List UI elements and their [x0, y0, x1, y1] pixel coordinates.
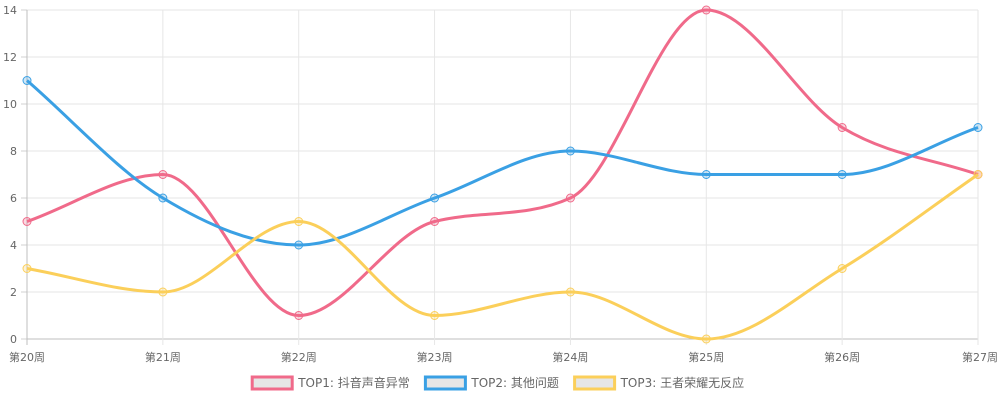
legend-item-2[interactable]: TOP2: 其他问题 [425, 376, 559, 390]
data-point[interactable] [295, 241, 303, 249]
data-point[interactable] [702, 335, 710, 343]
data-point[interactable] [159, 288, 167, 296]
y-tick-label: 12 [3, 51, 17, 64]
legend-item-3[interactable]: TOP3: 王者荣耀无反应 [575, 375, 745, 390]
data-point[interactable] [974, 124, 982, 132]
y-tick-label: 0 [10, 333, 17, 346]
series-line [27, 10, 978, 316]
legend[interactable]: TOP1: 抖音声音异常 TOP2: 其他问题 TOP3: 王者荣耀无反应 [252, 375, 744, 390]
data-point[interactable] [702, 6, 710, 14]
x-tick-label: 第27周 [962, 350, 998, 364]
x-tick-label: 第22周 [281, 350, 317, 364]
legend-label: TOP1: 抖音声音异常 [297, 375, 410, 390]
x-tick-label: 第20周 [9, 350, 45, 364]
data-point[interactable] [23, 265, 31, 273]
legend-swatch [425, 377, 465, 389]
legend-label: TOP2: 其他问题 [470, 376, 559, 390]
legend-swatch [252, 377, 292, 389]
y-tick-label: 4 [10, 239, 17, 252]
y-tick-label: 2 [10, 286, 17, 299]
data-point[interactable] [431, 312, 439, 320]
x-tick-label: 第26周 [824, 350, 860, 364]
data-point[interactable] [702, 171, 710, 179]
data-point[interactable] [295, 312, 303, 320]
data-point[interactable] [431, 218, 439, 226]
y-tick-label: 10 [3, 98, 17, 111]
y-tick-label: 8 [10, 145, 17, 158]
data-point[interactable] [295, 218, 303, 226]
data-point[interactable] [566, 194, 574, 202]
y-tick-label: 14 [3, 4, 17, 17]
data-point[interactable] [838, 171, 846, 179]
data-point[interactable] [23, 218, 31, 226]
data-point[interactable] [838, 124, 846, 132]
x-tick-label: 第24周 [552, 350, 588, 364]
legend-swatch [575, 377, 615, 389]
data-point[interactable] [431, 194, 439, 202]
data-point[interactable] [974, 171, 982, 179]
x-tick-label: 第21周 [145, 350, 181, 364]
x-tick-label: 第25周 [688, 350, 724, 364]
series-line [27, 81, 978, 246]
data-point[interactable] [566, 288, 574, 296]
axis-layer: 0 2 4 6 8 10 12 14 第20周 第21周 第22周 第23周 第24周 第25周 第26周 第… [3, 4, 998, 364]
data-point[interactable] [838, 265, 846, 273]
y-tick-label: 6 [10, 192, 17, 205]
x-tick-label: 第23周 [417, 350, 453, 364]
data-point[interactable] [159, 194, 167, 202]
legend-label: TOP3: 王者荣耀无反应 [620, 375, 745, 390]
series-line [27, 175, 978, 340]
data-point[interactable] [23, 77, 31, 85]
data-point[interactable] [566, 147, 574, 155]
series-2 [23, 77, 982, 250]
data-point[interactable] [159, 171, 167, 179]
legend-item-1[interactable]: TOP1: 抖音声音异常 [252, 375, 410, 390]
